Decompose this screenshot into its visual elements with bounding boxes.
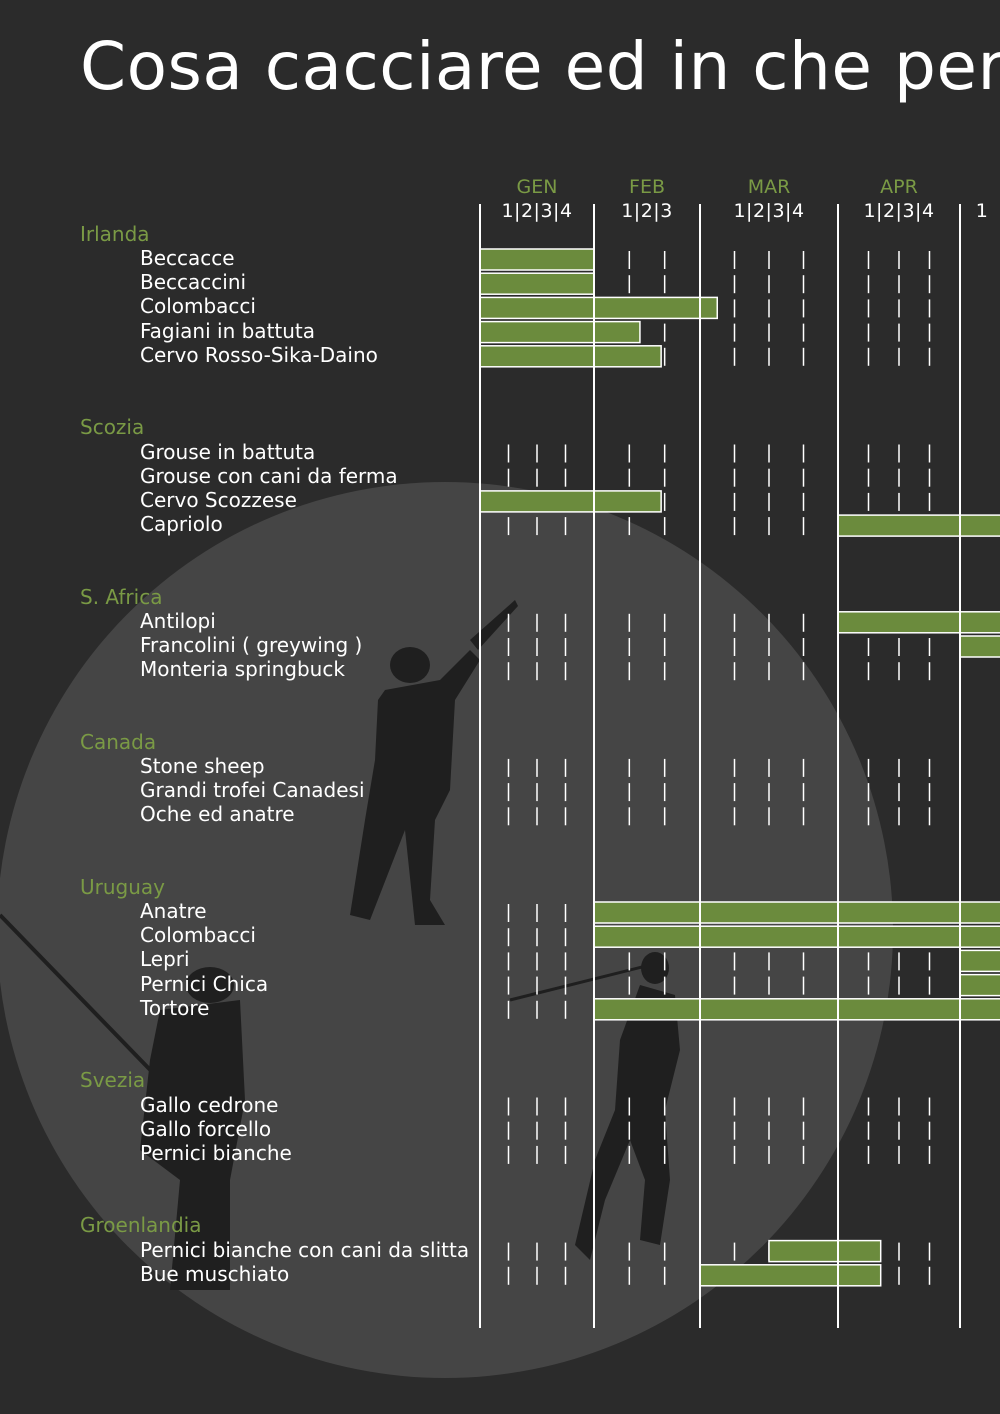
hunter-aiming-silhouette-icon [350,600,518,925]
week-label: 1|2|3|4 [733,200,805,222]
activity-label: Monteria springbuck [140,657,345,682]
activity-label: Bue muschiato [140,1261,290,1286]
season-bar [479,320,641,344]
season-bar [837,611,1000,634]
week-label: 1|2|3|4 [863,200,935,222]
activity-label: Cervo Rosso-Sika-Daino [140,342,378,367]
activity-label: Pernici Chica [140,971,269,996]
activity-label: Gallo forcello [140,1116,272,1141]
season-bar [479,272,595,295]
golfer-silhouette-icon [509,952,680,1260]
activity-label: Colombacci [140,923,256,948]
activity-label: Grouse in battuta [140,439,316,464]
activity-label: Fagiani in battuta [140,318,316,343]
activity-label: Stone sheep [140,753,265,778]
season-bar [593,925,1000,948]
activity-label: Antilopi [140,608,216,633]
activity-label: Gallo cedrone [140,1092,279,1117]
activity-label: Anatre [140,899,207,923]
activity-label: Beccacce [140,246,235,270]
week-label: 1|2|3 [621,200,673,222]
season-bar [959,635,1000,658]
season-bar [479,296,718,320]
season-bar [479,490,662,513]
season-bar [479,345,662,368]
season-bar [479,248,595,271]
season-bar [768,1239,882,1263]
country-label: Groenlandia [80,1213,202,1238]
week-label: 1 [975,200,989,222]
season-bar [699,1264,882,1287]
country-label: Irlanda [80,221,150,246]
country-label: Canada [80,729,157,754]
month-label: APR [880,176,918,198]
month-label: FEB [629,176,665,198]
season-bar [959,949,1000,973]
month-label: MAR [747,176,791,198]
season-bar [959,973,1000,997]
activity-label: Lepri [140,947,190,972]
activity-label: Grouse con cani da ferma [140,463,398,488]
activity-label: Pernici bianche [140,1140,292,1165]
activity-label: Francolini ( greywing ) [140,633,363,657]
week-label: 1|2|3|4 [501,200,573,222]
activity-label: Grandi trofei Canadesi [140,778,365,803]
page-title: Cosa cacciare ed in che periodo [80,28,1000,105]
country-label: Scozia [80,415,145,440]
season-bar [593,901,1000,924]
activity-label: Oche ed anatre [140,802,295,827]
month-label: GEN [516,176,558,198]
activity-label: Cervo Scozzese [140,487,297,512]
country-label: S. Africa [80,584,163,609]
season-bar [837,514,1000,537]
activity-label: Colombacci [140,294,256,319]
country-label: Uruguay [80,874,165,899]
activity-label: Tortore [140,995,210,1020]
fisherman-silhouette-icon [0,913,245,1290]
activity-label: Capriolo [140,512,223,537]
country-label: Svezia [80,1068,146,1093]
activity-label: Pernici bianche con cani da slitta [140,1237,470,1262]
activity-label: Beccaccini [140,270,247,295]
season-bar [593,998,1000,1021]
